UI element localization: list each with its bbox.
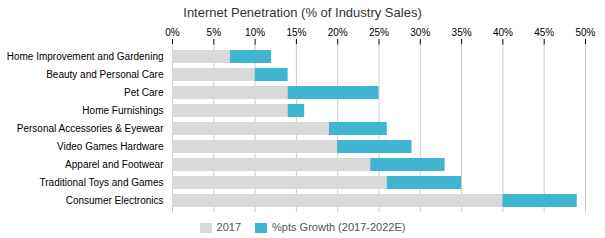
svg-text:25%: 25% — [369, 27, 389, 38]
svg-text:Home Improvement and Gardening: Home Improvement and Gardening — [7, 51, 164, 62]
svg-text:Pet Care: Pet Care — [124, 87, 164, 98]
svg-text:Video Games Hardware: Video Games Hardware — [57, 141, 164, 152]
svg-text:35%: 35% — [452, 27, 472, 38]
svg-text:10%: 10% — [245, 27, 265, 38]
svg-text:Personal Accessories & Eyewear: Personal Accessories & Eyewear — [17, 123, 164, 134]
html-text:2017: 2017 — [216, 221, 242, 233]
svg-text:30%: 30% — [410, 27, 430, 38]
svg-text:Consumer Electronics: Consumer Electronics — [66, 195, 164, 206]
svg-text:50%: 50% — [575, 27, 595, 38]
html-text:Internet Penetration (% of Ind: Internet Penetration (% of Industry Sale… — [183, 5, 422, 20]
svg-text:15%: 15% — [286, 27, 306, 38]
svg-text:40%: 40% — [493, 27, 513, 38]
svg-text:5%: 5% — [207, 27, 222, 38]
svg-text:Traditional Toys and Games: Traditional Toys and Games — [40, 177, 164, 188]
svg-text:Beauty and Personal Care: Beauty and Personal Care — [46, 69, 164, 80]
svg-text:Home Furnishings: Home Furnishings — [82, 105, 163, 116]
svg-text:Apparel and Footwear: Apparel and Footwear — [65, 159, 164, 170]
svg-text:20%: 20% — [328, 27, 348, 38]
svg-text:0%: 0% — [165, 27, 180, 38]
html-text:%pts Growth (2017-2022E): %pts Growth (2017-2022E) — [272, 221, 406, 233]
svg-text:45%: 45% — [534, 27, 554, 38]
